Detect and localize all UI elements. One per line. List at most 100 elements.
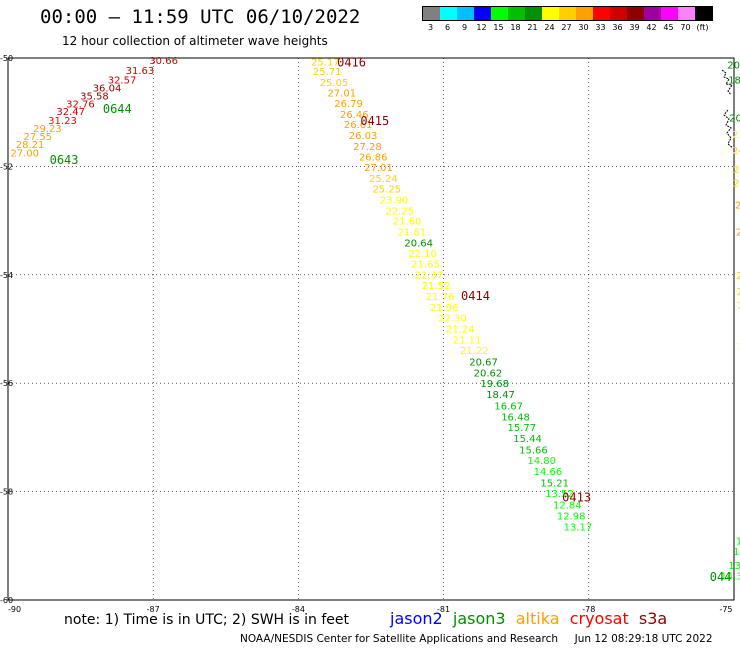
latitude-tick-label: -60 bbox=[0, 596, 13, 605]
wave-height-value: 31.63 bbox=[126, 66, 155, 77]
page-subtitle: 12 hour collection of altimeter wave hei… bbox=[62, 34, 328, 48]
legend-swatch bbox=[627, 7, 644, 20]
wave-height-value: 14.66 bbox=[534, 467, 563, 478]
wave-height-value: 22.37 bbox=[415, 270, 444, 281]
wave-height-value: 25.05 bbox=[320, 78, 349, 89]
wave-height-value: 25.22 bbox=[737, 287, 740, 298]
legend-label: 27 bbox=[561, 23, 572, 32]
wave-height-value: 25.24 bbox=[369, 174, 398, 185]
wave-height-value: 14.80 bbox=[527, 456, 556, 467]
wave-height-value: 13.97 bbox=[728, 561, 740, 572]
satellite-name: cryosat bbox=[569, 609, 639, 628]
wave-height-tracks: 30.6631.6332.5736.0435.5832.7632.4731.23… bbox=[10, 56, 740, 582]
wave-height-value: 25.71 bbox=[313, 67, 342, 78]
satellite-legend: jason2 jason3 altika cryosat s3a bbox=[390, 609, 667, 628]
legend-swatch bbox=[644, 7, 661, 20]
wave-height-value: 21.65 bbox=[411, 259, 440, 270]
wave-height-value: 25.25 bbox=[372, 185, 401, 196]
wave-height-value: 24.50 bbox=[739, 341, 740, 352]
legend-swatch bbox=[695, 7, 712, 20]
wave-height-value: 20.10 bbox=[727, 61, 740, 72]
grid-lines bbox=[7, 57, 735, 601]
legend-label: 6 bbox=[444, 23, 451, 32]
wave-height-value: 27.01 bbox=[327, 89, 356, 100]
wave-height-value: 24.10 bbox=[738, 301, 740, 312]
legend-swatch bbox=[525, 7, 542, 20]
wave-height-value: 32.47 bbox=[56, 107, 85, 118]
legend-label: 45 bbox=[663, 23, 674, 32]
longitude-tick-label: -87 bbox=[147, 605, 160, 614]
wave-height-value: 21.81 bbox=[398, 227, 427, 238]
satellite-name: altika bbox=[515, 609, 570, 628]
wave-height-value: 24.68 bbox=[733, 165, 740, 176]
legend-label: 12 bbox=[476, 23, 487, 32]
wave-height-value: 24.73 bbox=[736, 271, 740, 282]
pass-label: 0644 bbox=[103, 102, 132, 116]
wave-height-value: 27.00 bbox=[10, 148, 39, 159]
latitude-tick-label: -50 bbox=[0, 54, 13, 63]
legend-swatch bbox=[678, 7, 695, 20]
axis-ticks: -90 -87 -84 -81 -78 -75 -50 -52 -54 -56 -58 -60 bbox=[0, 54, 733, 614]
wave-height-value: 13.17 bbox=[564, 522, 593, 533]
longitude-tick-label: -84 bbox=[292, 605, 305, 614]
legend-label: 9 bbox=[461, 23, 468, 32]
map-frame bbox=[7, 57, 735, 601]
legend-label: 30 bbox=[578, 23, 589, 32]
wave-height-value: 12.40 bbox=[736, 536, 740, 547]
longitude-tick-label: -78 bbox=[582, 605, 595, 614]
latitude-tick-label: -54 bbox=[0, 271, 13, 280]
wave-height-value: 12.98 bbox=[557, 511, 586, 522]
wave-height-value: 21.24 bbox=[446, 324, 475, 335]
wave-height-value: 20.62 bbox=[474, 368, 503, 379]
wave-height-value: 16.48 bbox=[501, 412, 530, 423]
legend-label: (ft) bbox=[696, 23, 709, 32]
coastline-fragments bbox=[721, 69, 734, 149]
longitude-tick-label: -81 bbox=[437, 605, 450, 614]
wave-height-value: 32.57 bbox=[108, 76, 137, 87]
legend-label: 39 bbox=[629, 23, 640, 32]
wave-height-value: 27.28 bbox=[353, 142, 382, 153]
legend-label: 42 bbox=[646, 23, 657, 32]
wave-height-value: 22.25 bbox=[386, 206, 415, 217]
wave-height-value: 22.30 bbox=[438, 314, 467, 325]
legend-label: 70 bbox=[680, 23, 691, 32]
wave-height-value: 26.42 bbox=[735, 200, 740, 211]
legend-swatch bbox=[491, 7, 508, 20]
wave-height-value: 25.64 bbox=[733, 179, 740, 190]
satellite-name: jason2 bbox=[390, 609, 453, 628]
wave-height-value: 26.86 bbox=[359, 153, 388, 164]
wave-height-value: 15.66 bbox=[519, 445, 548, 456]
wave-height-value: 21.96 bbox=[430, 303, 459, 314]
footer-note: note: 1) Time is in UTC; 2) SWH is in fe… bbox=[64, 612, 350, 628]
pass-label: 0413 bbox=[562, 490, 591, 504]
legend-swatch bbox=[661, 7, 678, 20]
wave-height-value: 24.03 bbox=[732, 146, 740, 157]
legend-labels: 3 6 9 12 15 18 21 24 27 30 33 36 39 42 45 70 (ft) bbox=[422, 23, 713, 32]
wave-height-value: 21.11 bbox=[453, 335, 482, 346]
legend-label: 21 bbox=[527, 23, 538, 32]
wave-height-value: 26.61 bbox=[344, 120, 373, 131]
wave-height-value: 26.03 bbox=[349, 131, 378, 142]
wave-height-value: 18.65 bbox=[728, 76, 740, 87]
wave-height-value: 23.90 bbox=[380, 195, 409, 206]
pass-label: 0416 bbox=[337, 55, 366, 69]
wave-height-value: 16.67 bbox=[494, 401, 523, 412]
credit-line: NOAA/NESDIS Center for Satellite Applica… bbox=[240, 633, 713, 645]
wave-height-value: 13.52 bbox=[545, 489, 574, 500]
legend-label: 18 bbox=[510, 23, 521, 32]
legend-swatch bbox=[508, 7, 525, 20]
latitude-tick-label: -52 bbox=[0, 162, 13, 171]
wave-height-value: 23.00 bbox=[732, 130, 740, 141]
legend-swatch bbox=[423, 7, 440, 20]
pass-labels: 0416 0415 0414 0413 0644 0643 044 bbox=[50, 55, 732, 584]
color-legend: 3 6 9 12 15 18 21 24 27 30 33 36 39 42 45 70 (ft) bbox=[422, 6, 713, 32]
legend-swatch bbox=[559, 7, 576, 20]
legend-swatch bbox=[576, 7, 593, 20]
page-title: 00:00 – 11:59 UTC 06/10/2022 bbox=[40, 6, 361, 28]
wave-height-value: 29.23 bbox=[33, 124, 62, 135]
wave-height-value: 28.21 bbox=[16, 140, 45, 151]
wave-height-value: 32.76 bbox=[66, 100, 95, 111]
wave-height-value: 20.64 bbox=[404, 238, 433, 249]
wave-height-value: 31.23 bbox=[48, 116, 77, 127]
